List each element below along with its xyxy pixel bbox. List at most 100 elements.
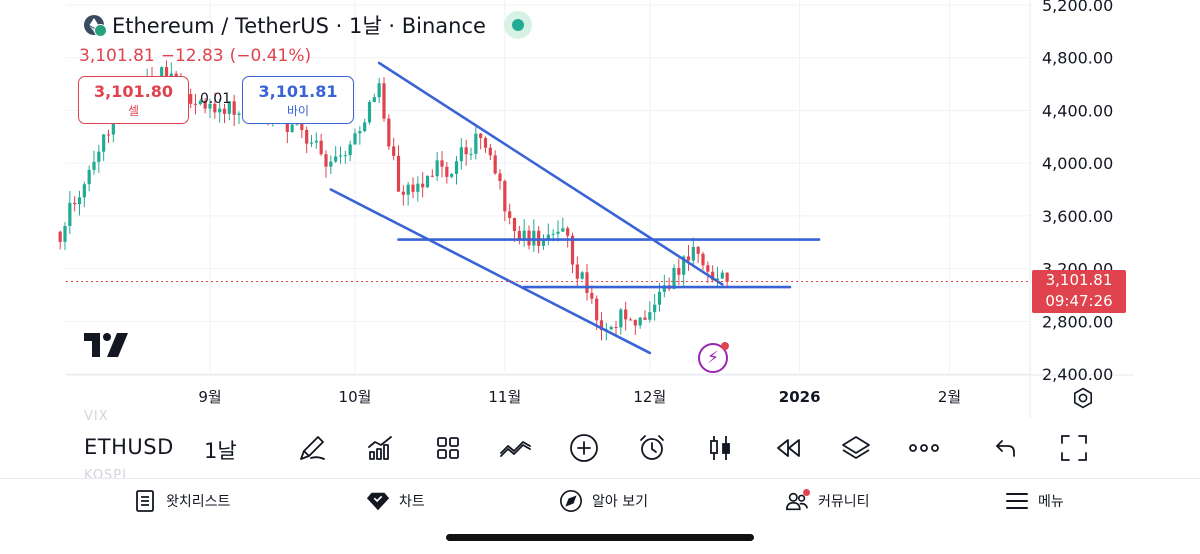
candle-body	[546, 234, 550, 240]
candle-body	[363, 122, 367, 132]
spread-value: 0.01	[200, 91, 232, 107]
candle-body	[102, 134, 106, 152]
time-tick-label: 11월	[488, 388, 521, 406]
candle-body	[324, 154, 328, 167]
time-axis: 9월 10월 11월 12월 2026 2월	[198, 388, 961, 406]
buy-button[interactable]: 3,101.81 바이	[242, 76, 354, 124]
candle-body	[68, 202, 72, 227]
menu-icon	[1005, 489, 1029, 513]
layout-grid-icon[interactable]	[430, 430, 466, 466]
candle-body	[541, 239, 546, 246]
candle-body	[387, 118, 391, 147]
replay-icon[interactable]	[770, 430, 806, 466]
candle-body	[493, 155, 497, 174]
candle-body	[329, 161, 333, 167]
home-indicator[interactable]	[446, 534, 754, 541]
tab-watchlist[interactable]: 왓치리스트	[133, 489, 230, 513]
lightning-alert-icon[interactable]: ⚡	[698, 342, 729, 373]
candle-type-icon[interactable]	[702, 430, 738, 466]
candle-body	[222, 108, 227, 114]
candle-body	[348, 144, 352, 156]
candle-body	[314, 140, 318, 143]
layers-icon[interactable]	[838, 430, 874, 466]
candle-body	[343, 155, 347, 157]
add-icon[interactable]	[566, 430, 602, 466]
candle-body	[653, 304, 657, 313]
tab-watchlist-label: 왓치리스트	[166, 494, 231, 510]
candle-body	[353, 133, 357, 145]
candle-body	[208, 103, 212, 109]
candle-body	[232, 101, 236, 115]
indicators-icon[interactable]	[362, 430, 398, 466]
price-tick-label: 5,200.00	[1042, 0, 1113, 15]
candle-body	[459, 147, 463, 162]
candle-body	[309, 142, 314, 144]
candle-body	[556, 231, 560, 234]
community-icon	[785, 489, 810, 513]
candle-body	[706, 265, 710, 272]
sell-button[interactable]: 3,101.80 셀	[78, 76, 189, 124]
candle-body	[77, 197, 82, 205]
time-tick-label: 9월	[198, 388, 221, 406]
candle-body	[517, 230, 521, 241]
chart-diamond-icon	[366, 489, 390, 513]
close-value: 3,101.81	[79, 46, 155, 66]
buy-label: 바이	[286, 103, 310, 118]
undo-icon[interactable]	[988, 430, 1024, 466]
candle-body	[58, 231, 62, 242]
candle-body	[522, 230, 526, 241]
candle-body	[508, 211, 512, 218]
tab-explore[interactable]: 알아 보기	[559, 489, 648, 513]
price-tick-label: 2,400.00	[1042, 365, 1113, 384]
candle-body	[63, 226, 67, 242]
candle-body	[686, 256, 691, 261]
tab-chart[interactable]: 차트	[366, 489, 425, 513]
candle-body	[527, 230, 531, 246]
candle-body	[595, 298, 599, 321]
candle-body	[720, 272, 724, 279]
change-value: −12.83	[160, 46, 224, 66]
drawings-layer	[66, 61, 1030, 355]
candle-body	[435, 160, 439, 177]
candle-body	[570, 235, 575, 265]
candle-body	[193, 103, 198, 105]
candle-body	[512, 217, 517, 231]
candle-body	[334, 156, 338, 162]
toolbar-interval[interactable]: 1날	[204, 439, 237, 463]
chart-header[interactable]: Ethereum / TetherUS · 1날 · Binance	[84, 10, 532, 40]
watchlist-icon	[133, 489, 157, 513]
candle-body	[648, 312, 652, 320]
candle-body	[227, 101, 231, 114]
compass-icon	[559, 489, 583, 513]
candle-body	[701, 253, 705, 266]
sell-price: 3,101.80	[94, 81, 173, 101]
tradingview-logo-icon[interactable]	[84, 333, 128, 361]
tab-menu[interactable]: 메뉴	[1005, 489, 1064, 513]
candle-body	[338, 155, 343, 157]
more-icon[interactable]	[906, 430, 942, 466]
candle-body	[377, 83, 381, 98]
candle-body	[691, 246, 695, 261]
symbol-title[interactable]: Ethereum / TetherUS · 1날 · Binance	[112, 14, 486, 38]
fullscreen-icon[interactable]	[1056, 430, 1092, 466]
candle-countdown: 09:47:26	[1045, 292, 1113, 310]
tab-community[interactable]: 커뮤니티	[785, 489, 870, 513]
candle-body	[725, 272, 729, 282]
candle-body	[532, 230, 536, 246]
candle-body	[643, 317, 647, 320]
compare-icon[interactable]	[498, 430, 534, 466]
candle-body	[498, 173, 502, 182]
candle-body	[416, 183, 420, 192]
candle-body	[396, 155, 401, 192]
candle-body	[445, 166, 449, 177]
alarm-icon[interactable]	[634, 430, 670, 466]
candle-body	[300, 120, 304, 131]
candle-body	[657, 291, 662, 305]
candle-body	[566, 228, 570, 236]
brush-icon[interactable]	[294, 430, 330, 466]
time-tick-label: 2026	[779, 388, 821, 406]
toolbar-symbol[interactable]: ETHUSD	[84, 435, 174, 459]
chart-settings-icon[interactable]	[1070, 385, 1096, 411]
sell-label: 셀	[127, 103, 140, 118]
market-open-status-icon[interactable]	[503, 11, 532, 39]
